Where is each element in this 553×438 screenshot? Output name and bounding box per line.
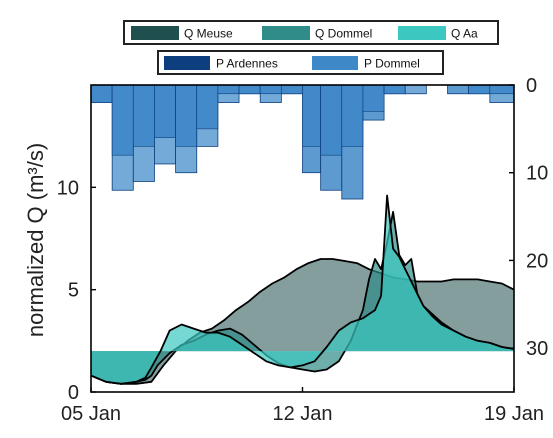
precip-bar-inner-6 (217, 84, 240, 95)
y2-tick-label-2: 20 (526, 250, 548, 272)
legend-label-q-dommel: Q Dommel (315, 27, 372, 41)
y2-tick-label-0: 0 (526, 75, 537, 97)
y-tick-label-0: 0 (68, 382, 79, 404)
y-tick-label-1: 5 (68, 280, 79, 302)
legend-swatch-q-meuse (131, 26, 179, 40)
precip-bar-inner-8 (259, 84, 282, 95)
precip-bar-inner-0 (90, 84, 113, 103)
discharge-series (90, 194, 515, 385)
legend-label-p-dommel: P Dommel (364, 57, 420, 71)
precipitation-bars (90, 84, 515, 200)
x-axis-ticks: 05 Jan 12 Jan 19 Jan (61, 387, 544, 425)
precip-bar-inner-11 (320, 84, 343, 156)
legend-swatch-p-ardennes (164, 56, 210, 70)
precip-bar-outer-15 (404, 84, 427, 95)
legend-swatch-q-dommel (262, 26, 310, 40)
y2-tick-label-3: 30 (526, 338, 548, 360)
x-tick-label-2: 19 Jan (484, 403, 544, 425)
precip-bar-inner-4 (175, 84, 198, 147)
legend-swatch-q-aa (398, 26, 446, 40)
precip-bar-inner-19 (489, 84, 515, 95)
area-q-aa (91, 195, 514, 384)
precip-bar-inner-14 (383, 84, 406, 95)
precip-bar-inner-2 (133, 84, 155, 147)
line-q-meuse (90, 258, 515, 385)
legend-precipitation: P Ardennes P Dommel (157, 50, 444, 75)
legend-swatch-p-dommel (312, 56, 358, 70)
precip-bar-inner-7 (238, 84, 261, 95)
legend-label-q-aa: Q Aa (451, 27, 478, 41)
precip-bar-inner-18 (468, 84, 491, 95)
precip-bar-outer-17 (447, 84, 470, 95)
y-axis-label: normalized Q (m³/s) (23, 143, 48, 337)
precip-bar-inner-5 (196, 84, 219, 130)
legend-label-q-meuse: Q Meuse (184, 27, 233, 41)
legend-discharge: Q Meuse Q Dommel Q Aa (123, 20, 499, 45)
precip-bar-inner-9 (281, 84, 303, 95)
precip-bar-inner-10 (302, 84, 321, 147)
legend-label-p-ardennes: P Ardennes (216, 57, 278, 71)
line-q-dommel (90, 211, 515, 385)
y-tick-label-2: 10 (57, 177, 79, 199)
y-axis-ticks: 0 5 10 (57, 177, 96, 404)
precip-bar-inner-12 (341, 84, 364, 147)
y2-axis-ticks: 0 10 20 30 (509, 75, 548, 360)
x-tick-label-0: 05 Jan (61, 403, 121, 425)
y2-tick-label-1: 10 (526, 163, 548, 185)
precip-bar-inner-13 (362, 84, 385, 112)
precip-bar-inner-1 (111, 84, 134, 156)
x-tick-label-1: 12 Jan (272, 403, 332, 425)
precip-bar-inner-3 (154, 84, 176, 138)
line-q-aa (90, 194, 515, 385)
